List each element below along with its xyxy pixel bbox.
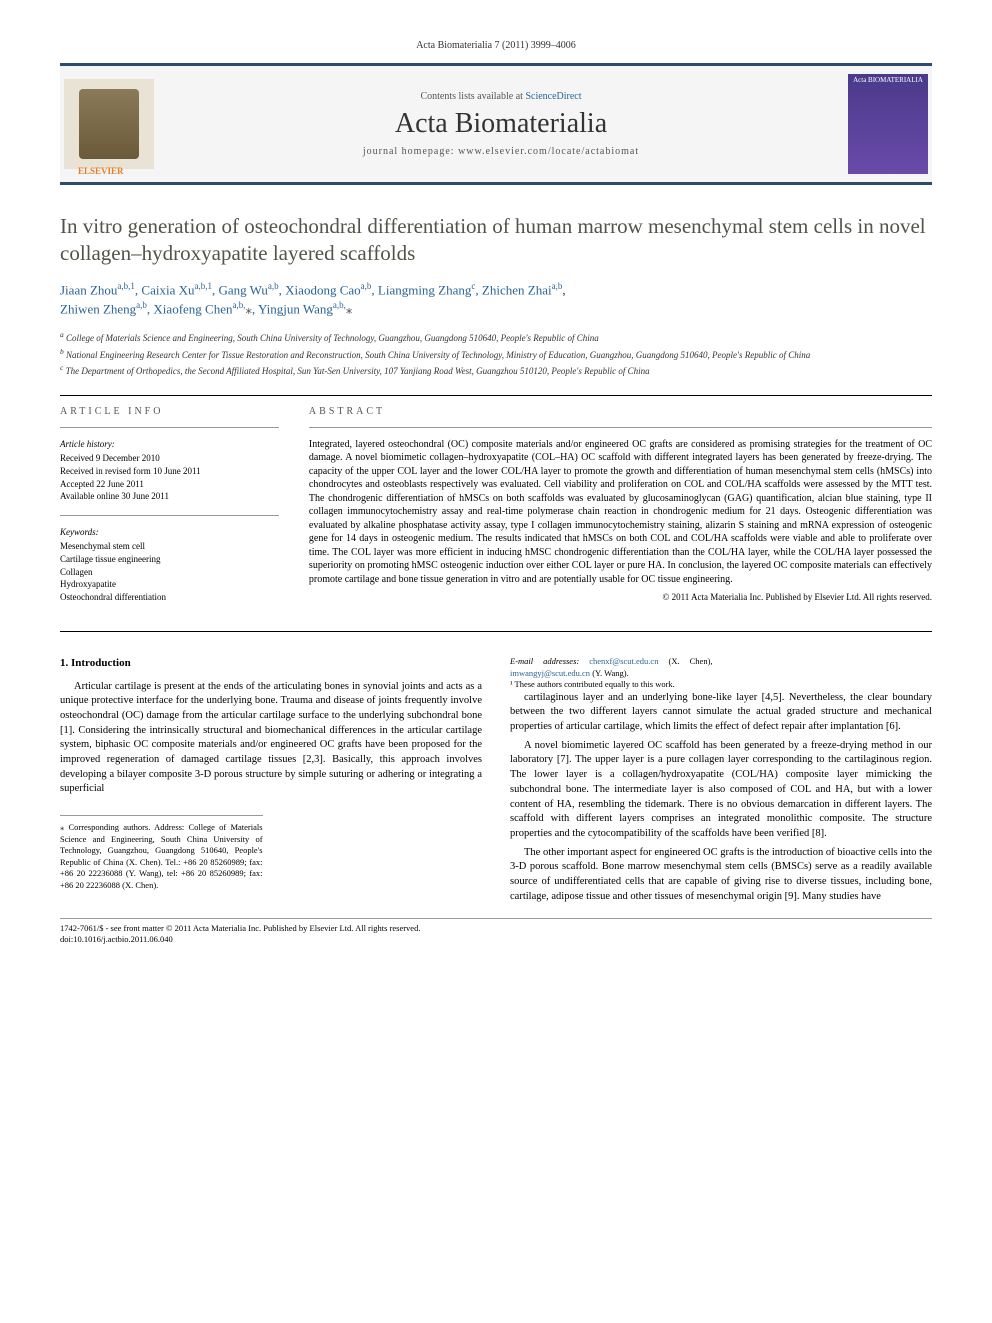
kw-4: Hydroxyapatite: [60, 578, 279, 591]
kw-1: Mesenchymal stem cell: [60, 540, 279, 553]
para-2: cartilaginous layer and an underlying bo…: [510, 691, 932, 735]
body-columns: 1. Introduction Articular cartilage is p…: [60, 656, 932, 904]
article-info: ARTICLE INFO Article history: Received 9…: [60, 406, 279, 616]
author-7[interactable]: Zhiwen Zheng: [60, 302, 136, 317]
aff-c: c The Department of Orthopedics, the Sec…: [60, 362, 932, 379]
received-date: Received 9 December 2010: [60, 452, 279, 465]
article-title: In vitro generation of osteochondral dif…: [60, 213, 932, 268]
sup-3: a,b: [268, 281, 279, 291]
online-date: Available online 30 June 2011: [60, 490, 279, 503]
info-divider-1: [60, 427, 279, 428]
homepage-label: journal homepage:: [363, 146, 455, 157]
citation-band: Acta Biomaterialia 7 (2011) 3999–4006: [60, 40, 932, 51]
corresponding-star-2: ⁎: [346, 302, 353, 317]
cover-label: Acta BIOMATERIALIA: [848, 74, 928, 86]
abstract: ABSTRACT Integrated, layered osteochondr…: [309, 406, 932, 616]
info-abstract-row: ARTICLE INFO Article history: Received 9…: [60, 406, 932, 616]
banner-center: Contents lists available at ScienceDirec…: [154, 91, 848, 157]
abstract-text: Integrated, layered osteochondral (OC) c…: [309, 438, 932, 587]
email-line: E-mail addresses: chenxf@scut.edu.cn (X.…: [510, 656, 713, 679]
revised-date: Received in revised form 10 June 2011: [60, 465, 279, 478]
publisher-label: ELSEVIER: [78, 166, 124, 176]
copyright: © 2011 Acta Materialia Inc. Published by…: [309, 592, 932, 602]
author-8[interactable]: , Xiaofeng Chen: [147, 302, 233, 317]
sup-6: a,b: [552, 281, 563, 291]
sup-4: a,b: [361, 281, 372, 291]
email-2-who: (Y. Wang).: [592, 668, 629, 678]
aff-b: b National Engineering Research Center f…: [60, 346, 932, 363]
affiliations: a College of Materials Science and Engin…: [60, 329, 932, 379]
para-3: A novel biomimetic layered OC scaffold h…: [510, 739, 932, 842]
title-block: In vitro generation of osteochondral dif…: [60, 213, 932, 379]
accepted-date: Accepted 22 June 2011: [60, 478, 279, 491]
equal-contribution: ¹ These authors contributed equally to t…: [510, 679, 713, 690]
intro-head: 1. Introduction: [60, 656, 482, 671]
doi: doi:10.1016/j.actbio.2011.06.040: [60, 934, 932, 945]
tree-icon: [79, 89, 139, 159]
contents-text: Contents lists available at: [420, 91, 522, 102]
aff-a: a College of Materials Science and Engin…: [60, 329, 932, 346]
corresponding-note: ⁎ Corresponding authors. Address: Colleg…: [60, 822, 263, 891]
author-3[interactable]: , Gang Wu: [212, 282, 268, 297]
divider-bottom: [60, 631, 932, 632]
info-divider-2: [60, 515, 279, 516]
keywords-head: Keywords:: [60, 526, 279, 539]
divider-top: [60, 395, 932, 396]
elsevier-logo: [64, 79, 154, 169]
sup-9: a,b,: [333, 300, 346, 310]
page-container: Acta Biomaterialia 7 (2011) 3999–4006 EL…: [0, 0, 992, 985]
doi-footer: 1742-7061/$ - see front matter © 2011 Ac…: [60, 918, 932, 945]
author-9[interactable]: , Yingjun Wang: [252, 302, 333, 317]
kw-5: Osteochondral differentiation: [60, 591, 279, 604]
journal-cover-thumbnail: Acta BIOMATERIALIA: [848, 74, 928, 174]
keywords-block: Keywords: Mesenchymal stem cell Cartilag…: [60, 526, 279, 604]
homepage-line: journal homepage: www.elsevier.com/locat…: [154, 146, 848, 157]
author-4[interactable]: , Xiaodong Cao: [279, 282, 361, 297]
info-head: ARTICLE INFO: [60, 406, 279, 417]
abstract-divider: [309, 427, 932, 428]
front-matter: 1742-7061/$ - see front matter © 2011 Ac…: [60, 923, 932, 934]
journal-name: Acta Biomaterialia: [154, 108, 848, 140]
sup-2: a,b,1: [194, 281, 212, 291]
author-2[interactable]: , Caixia Xu: [135, 282, 195, 297]
kw-3: Collagen: [60, 566, 279, 579]
kw-2: Cartilage tissue engineering: [60, 553, 279, 566]
author-1[interactable]: Jiaan Zhou: [60, 282, 117, 297]
abstract-head: ABSTRACT: [309, 406, 932, 417]
history-block: Article history: Received 9 December 201…: [60, 438, 279, 503]
journal-banner: ELSEVIER Contents lists available at Sci…: [60, 63, 932, 185]
sup-8: a,b,: [232, 300, 245, 310]
email-2[interactable]: imwangyj@scut.edu.cn: [510, 668, 590, 678]
sup-1: a,b,1: [117, 281, 135, 291]
para-1: Articular cartilage is present at the en…: [60, 680, 482, 798]
email-label: E-mail addresses:: [510, 656, 579, 666]
author-6[interactable]: , Zhichen Zhai: [475, 282, 551, 297]
author-list: Jiaan Zhoua,b,1, Caixia Xua,b,1, Gang Wu…: [60, 280, 932, 320]
contents-line: Contents lists available at ScienceDirec…: [154, 91, 848, 102]
history-head: Article history:: [60, 438, 279, 451]
sciencedirect-link[interactable]: ScienceDirect: [525, 91, 581, 102]
email-1-who: (X. Chen),: [658, 656, 712, 666]
para-4: The other important aspect for engineere…: [510, 846, 932, 905]
homepage-url[interactable]: www.elsevier.com/locate/actabiomat: [458, 146, 639, 157]
sup-7: a,b: [136, 300, 147, 310]
email-1[interactable]: chenxf@scut.edu.cn: [589, 656, 658, 666]
author-5[interactable]: , Liangming Zhang: [371, 282, 471, 297]
